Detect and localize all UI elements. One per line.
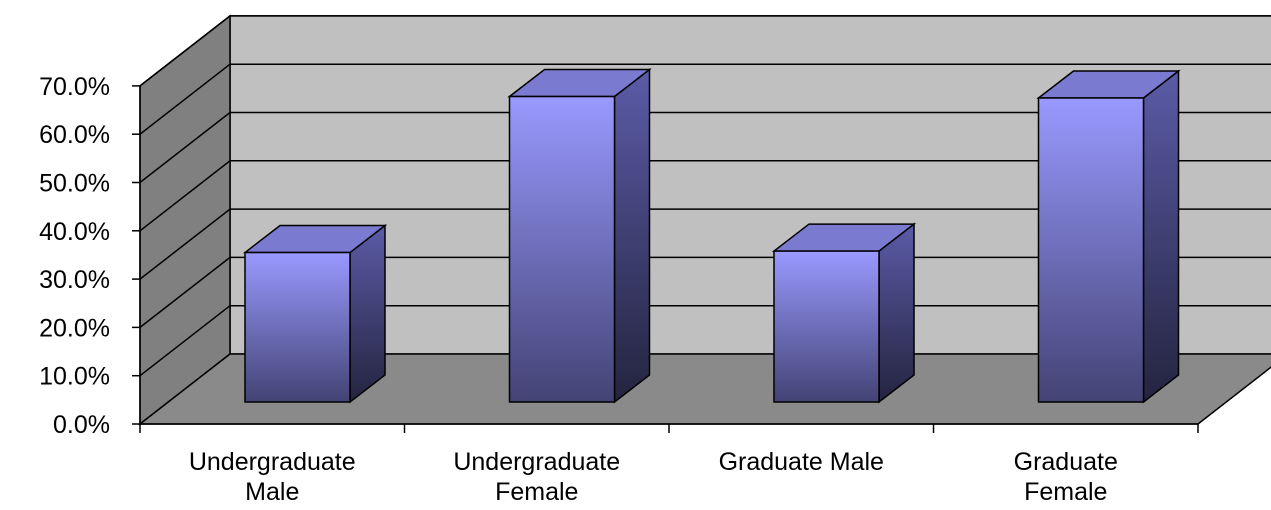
x-category-label: Graduate Female [1014, 448, 1118, 506]
bar-side [613, 68, 651, 404]
x-category-label-line: Female [495, 478, 578, 506]
x-category-label-line: Undergraduate [189, 448, 356, 476]
x-category-label-line: Undergraduate [453, 448, 620, 476]
bar-front [1037, 97, 1145, 403]
bar-front [244, 251, 351, 403]
x-category-label: Graduate Male [719, 448, 884, 476]
gridline [139, 304, 1271, 377]
y-tick-label: 70.0% [39, 73, 110, 101]
gridline [139, 15, 1271, 87]
bar [771, 222, 917, 404]
y-tick-label: 50.0% [39, 170, 110, 198]
bar-side [349, 224, 386, 404]
y-tick-label: 60.0% [39, 121, 110, 149]
plot-walls [137, 14, 1271, 426]
gridline [139, 111, 1271, 184]
y-tick-label: 10.0% [39, 363, 110, 391]
gridline [139, 160, 1271, 232]
bar [242, 224, 388, 404]
gridline [139, 63, 1271, 135]
gridline [139, 208, 1271, 280]
x-category-label-line: Female [1024, 478, 1107, 506]
y-tick-label: 40.0% [39, 218, 110, 246]
x-category-label-line: Graduate Male [719, 448, 884, 476]
bar [507, 68, 652, 404]
bar-side [1142, 69, 1180, 404]
gridline [139, 256, 1271, 328]
x-category-label-line: Graduate [1014, 448, 1118, 476]
y-tick-label: 20.0% [39, 314, 110, 342]
bars [242, 68, 1181, 404]
gridlines [139, 15, 1271, 377]
x-category-label-line: Male [245, 478, 299, 506]
y-tick-label: 30.0% [39, 266, 110, 294]
y-tick-label: 0.0% [53, 411, 110, 439]
y-axis-tick-labels: 0.0% 10.0% 20.0% 30.0% 40.0% 50.0% 60.0% 70.0% [39, 73, 110, 439]
x-category-label: Undergraduate Male [189, 448, 356, 506]
axes [132, 85, 1199, 433]
bar-front [508, 95, 616, 403]
bar-side [878, 222, 915, 404]
bar [1036, 69, 1181, 404]
x-category-label: Undergraduate Female [453, 448, 620, 506]
bar-front [773, 250, 880, 403]
